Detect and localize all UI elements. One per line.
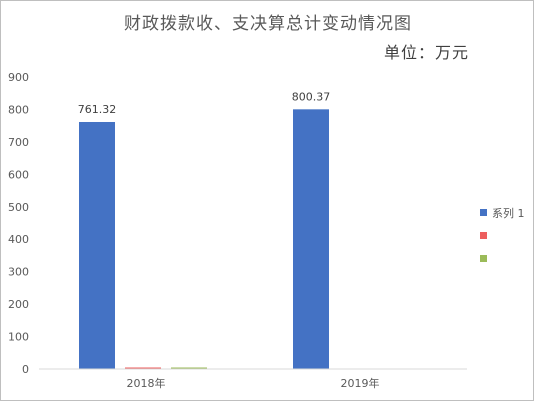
legend-item: [480, 247, 525, 270]
y-tick-label: 600: [8, 168, 29, 181]
legend-swatch: [480, 209, 487, 216]
chart-unit-label: 单位：万元: [383, 43, 469, 62]
x-tick-label: 2018年: [127, 376, 166, 390]
legend-swatch: [480, 232, 487, 239]
data-labels: 761.32 800.37: [78, 90, 331, 116]
legend-item: [480, 224, 525, 247]
x-tick-label: 2019年: [341, 376, 380, 390]
y-tick-label: 500: [8, 201, 29, 214]
y-tick-label: 300: [8, 266, 29, 279]
chart-title: 财政拨款收、支决算总计变动情况图: [124, 14, 412, 34]
y-tick-label: 100: [8, 331, 29, 344]
y-tick-label: 800: [8, 103, 29, 116]
data-label: 800.37: [292, 90, 331, 103]
y-tick-label: 400: [8, 233, 29, 246]
y-tick-label: 200: [8, 298, 29, 311]
bar-series: [79, 109, 329, 369]
legend-label: 系列 1: [492, 206, 525, 220]
y-axis: 0 100 200 300 400 500 600 700 800 900: [8, 71, 29, 376]
data-label: 761.32: [78, 103, 117, 116]
y-tick-label: 900: [8, 71, 29, 84]
bar-2-1: [125, 367, 161, 369]
x-axis: 2018年 2019年: [127, 376, 380, 390]
y-tick-label: 700: [8, 136, 29, 149]
legend-swatch: [480, 255, 487, 262]
bar-3-1: [171, 367, 207, 369]
chart-legend: 系列 1: [480, 201, 525, 270]
bar-1-2: [293, 109, 329, 369]
bar-1-1: [79, 121, 115, 369]
y-tick-label: 0: [22, 363, 29, 376]
legend-item: 系列 1: [480, 201, 525, 224]
